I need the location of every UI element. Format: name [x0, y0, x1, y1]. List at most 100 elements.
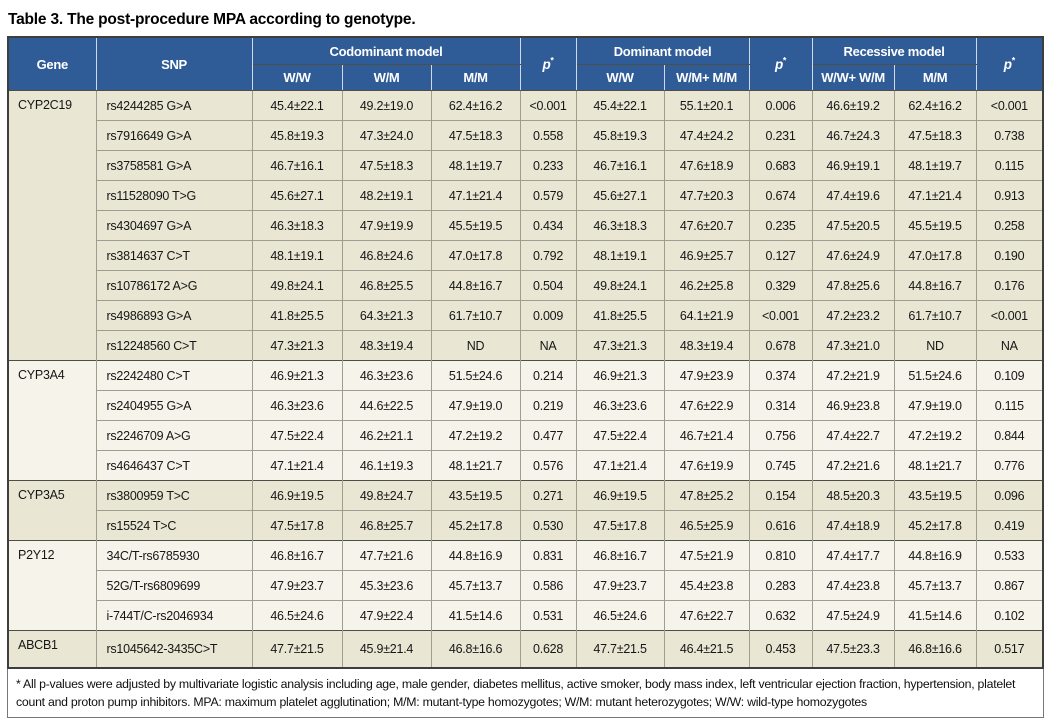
snp-cell: rs3800959 T>C	[95, 480, 252, 511]
value-cell: 48.3±19.4	[341, 330, 431, 361]
snp-cell: rs4646437 C>T	[95, 450, 252, 481]
p-value-cell: 0.913	[975, 180, 1044, 211]
value-cell: 46.5±25.9	[663, 510, 750, 541]
value-cell: 44.8±16.9	[893, 540, 977, 571]
p-value-cell: <0.001	[975, 90, 1044, 121]
p-value-cell: 0.776	[975, 450, 1044, 481]
p-value-cell: 0.792	[519, 240, 577, 271]
p-value-cell: 0.517	[975, 630, 1044, 668]
p-value-cell: 0.678	[748, 330, 813, 361]
value-cell: 49.8±24.7	[341, 480, 431, 511]
value-cell: 47.1±21.4	[430, 180, 521, 211]
snp-cell: rs4986893 G>A	[95, 300, 252, 331]
value-cell: 45.2±17.8	[430, 510, 521, 541]
value-cell: 41.8±25.5	[575, 300, 665, 331]
p-value-cell: 0.683	[748, 150, 813, 181]
p-value-cell: 0.810	[748, 540, 813, 571]
snp-cell: rs2242480 C>T	[95, 360, 252, 391]
value-cell: 47.1±21.4	[893, 180, 977, 211]
value-cell: 62.4±16.2	[893, 90, 977, 121]
value-cell: 44.6±22.5	[341, 390, 431, 421]
value-cell: 46.8±25.7	[341, 510, 431, 541]
value-cell: ND	[430, 330, 521, 361]
col-header-recessive-ww-wm: W/W+ W/M	[811, 64, 895, 91]
snp-cell: rs2246709 A>G	[95, 420, 252, 451]
p-value-cell: 0.329	[748, 270, 813, 301]
col-group-recessive-model: Recessive model	[811, 36, 977, 65]
value-cell: 48.2±19.1	[341, 180, 431, 211]
table-body: CYP2C19 rs4244285 G>A 45.4±22.1 49.2±19.0 62…	[7, 90, 1044, 668]
value-cell: 48.1±19.1	[251, 240, 342, 271]
value-cell: 64.1±21.9	[663, 300, 750, 331]
value-cell: 47.9±22.4	[341, 600, 431, 631]
snp-cell: rs1045642-3435C>T	[95, 630, 252, 668]
value-cell: 47.7±21.5	[575, 630, 665, 668]
value-cell: 64.3±21.3	[341, 300, 431, 331]
p-label: p	[774, 56, 783, 72]
value-cell: 47.2±21.6	[811, 450, 895, 481]
p-label: p	[1003, 56, 1012, 72]
value-cell: 47.9±19.0	[893, 390, 977, 421]
value-cell: 47.5±18.3	[430, 120, 521, 151]
value-cell: 45.2±17.8	[893, 510, 977, 541]
value-cell: 47.4±22.7	[811, 420, 895, 451]
value-cell: 46.8±16.6	[893, 630, 977, 668]
value-cell: 47.7±20.3	[663, 180, 750, 211]
value-cell: 44.8±16.7	[893, 270, 977, 301]
col-group-dominant-model: Dominant model	[575, 36, 750, 65]
value-cell: 45.7±13.7	[893, 570, 977, 601]
value-cell: 45.4±22.1	[251, 90, 342, 121]
value-cell: 47.0±17.8	[893, 240, 977, 271]
value-cell: 47.4±23.8	[811, 570, 895, 601]
table-row: CYP3A4 rs2242480 C>T 46.9±21.3 46.3±23.6 51.…	[7, 360, 1044, 481]
table-row: rs4986893 G>A 41.8±25.5 64.3±21.3 61.7±10.7…	[8, 300, 1044, 331]
p-value-cell: 0.115	[975, 390, 1044, 421]
snp-cell: rs12248560 C>T	[95, 330, 252, 361]
p-value-cell: 0.738	[975, 120, 1044, 151]
value-cell: 49.8±24.1	[251, 270, 342, 301]
value-cell: 47.7±21.5	[251, 630, 342, 668]
table-row: rs2404955 G>A 46.3±23.6 44.6±22.5 47.9±19.0…	[8, 390, 1044, 421]
col-header-codominant-mm: M/M	[430, 64, 521, 91]
value-cell: 47.6±19.9	[663, 450, 750, 481]
value-cell: 47.5±18.3	[893, 120, 977, 151]
value-cell: 48.1±19.7	[893, 150, 977, 181]
p-value-cell: <0.001	[748, 300, 813, 331]
value-cell: 47.4±18.9	[811, 510, 895, 541]
p-value-cell: 0.558	[519, 120, 577, 151]
snp-cell: 34C/T-rs6785930	[95, 540, 252, 571]
snp-cell: rs3758581 G>A	[95, 150, 252, 181]
p-value-cell: NA	[975, 330, 1044, 361]
value-cell: 45.5±19.5	[430, 210, 521, 241]
value-cell: 44.8±16.9	[430, 540, 521, 571]
table-row: CYP2C19 rs4244285 G>A 45.4±22.1 49.2±19.0 62…	[7, 90, 1044, 361]
value-cell: 47.5±17.8	[575, 510, 665, 541]
col-header-recessive-mm: M/M	[893, 64, 977, 91]
gene-cell: CYP2C19	[7, 90, 96, 361]
value-cell: 61.7±10.7	[430, 300, 521, 331]
p-asterisk: *	[1011, 55, 1016, 66]
value-cell: 46.3±18.3	[251, 210, 342, 241]
value-cell: 46.3±23.6	[575, 390, 665, 421]
p-value-cell: 0.628	[519, 630, 577, 668]
value-cell: 41.5±14.6	[893, 600, 977, 631]
value-cell: 46.7±16.1	[575, 150, 665, 181]
p-value-cell: 0.477	[519, 420, 577, 451]
value-cell: 48.1±21.7	[430, 450, 521, 481]
value-cell: 46.2±25.8	[663, 270, 750, 301]
value-cell: 47.6±22.7	[663, 600, 750, 631]
p-value-cell: 0.283	[748, 570, 813, 601]
p-value-cell: 0.102	[975, 600, 1044, 631]
p-value-cell: 0.434	[519, 210, 577, 241]
snp-cell: rs7916649 G>A	[95, 120, 252, 151]
table-row: CYP3A5 rs3800959 T>C 46.9±19.5 49.8±24.7 43.…	[7, 480, 1044, 541]
p-value-cell: 0.219	[519, 390, 577, 421]
value-cell: 46.8±16.6	[430, 630, 521, 668]
value-cell: 47.7±21.6	[341, 540, 431, 571]
value-cell: 49.2±19.0	[341, 90, 431, 121]
table-row: rs12248560 C>T 47.3±21.3 48.3±19.4 ND NA 47.3…	[8, 330, 1044, 361]
value-cell: 47.5±18.3	[341, 150, 431, 181]
value-cell: 45.3±23.6	[341, 570, 431, 601]
col-header-p-recessive: p*	[975, 36, 1044, 91]
p-value-cell: 0.271	[519, 480, 577, 511]
